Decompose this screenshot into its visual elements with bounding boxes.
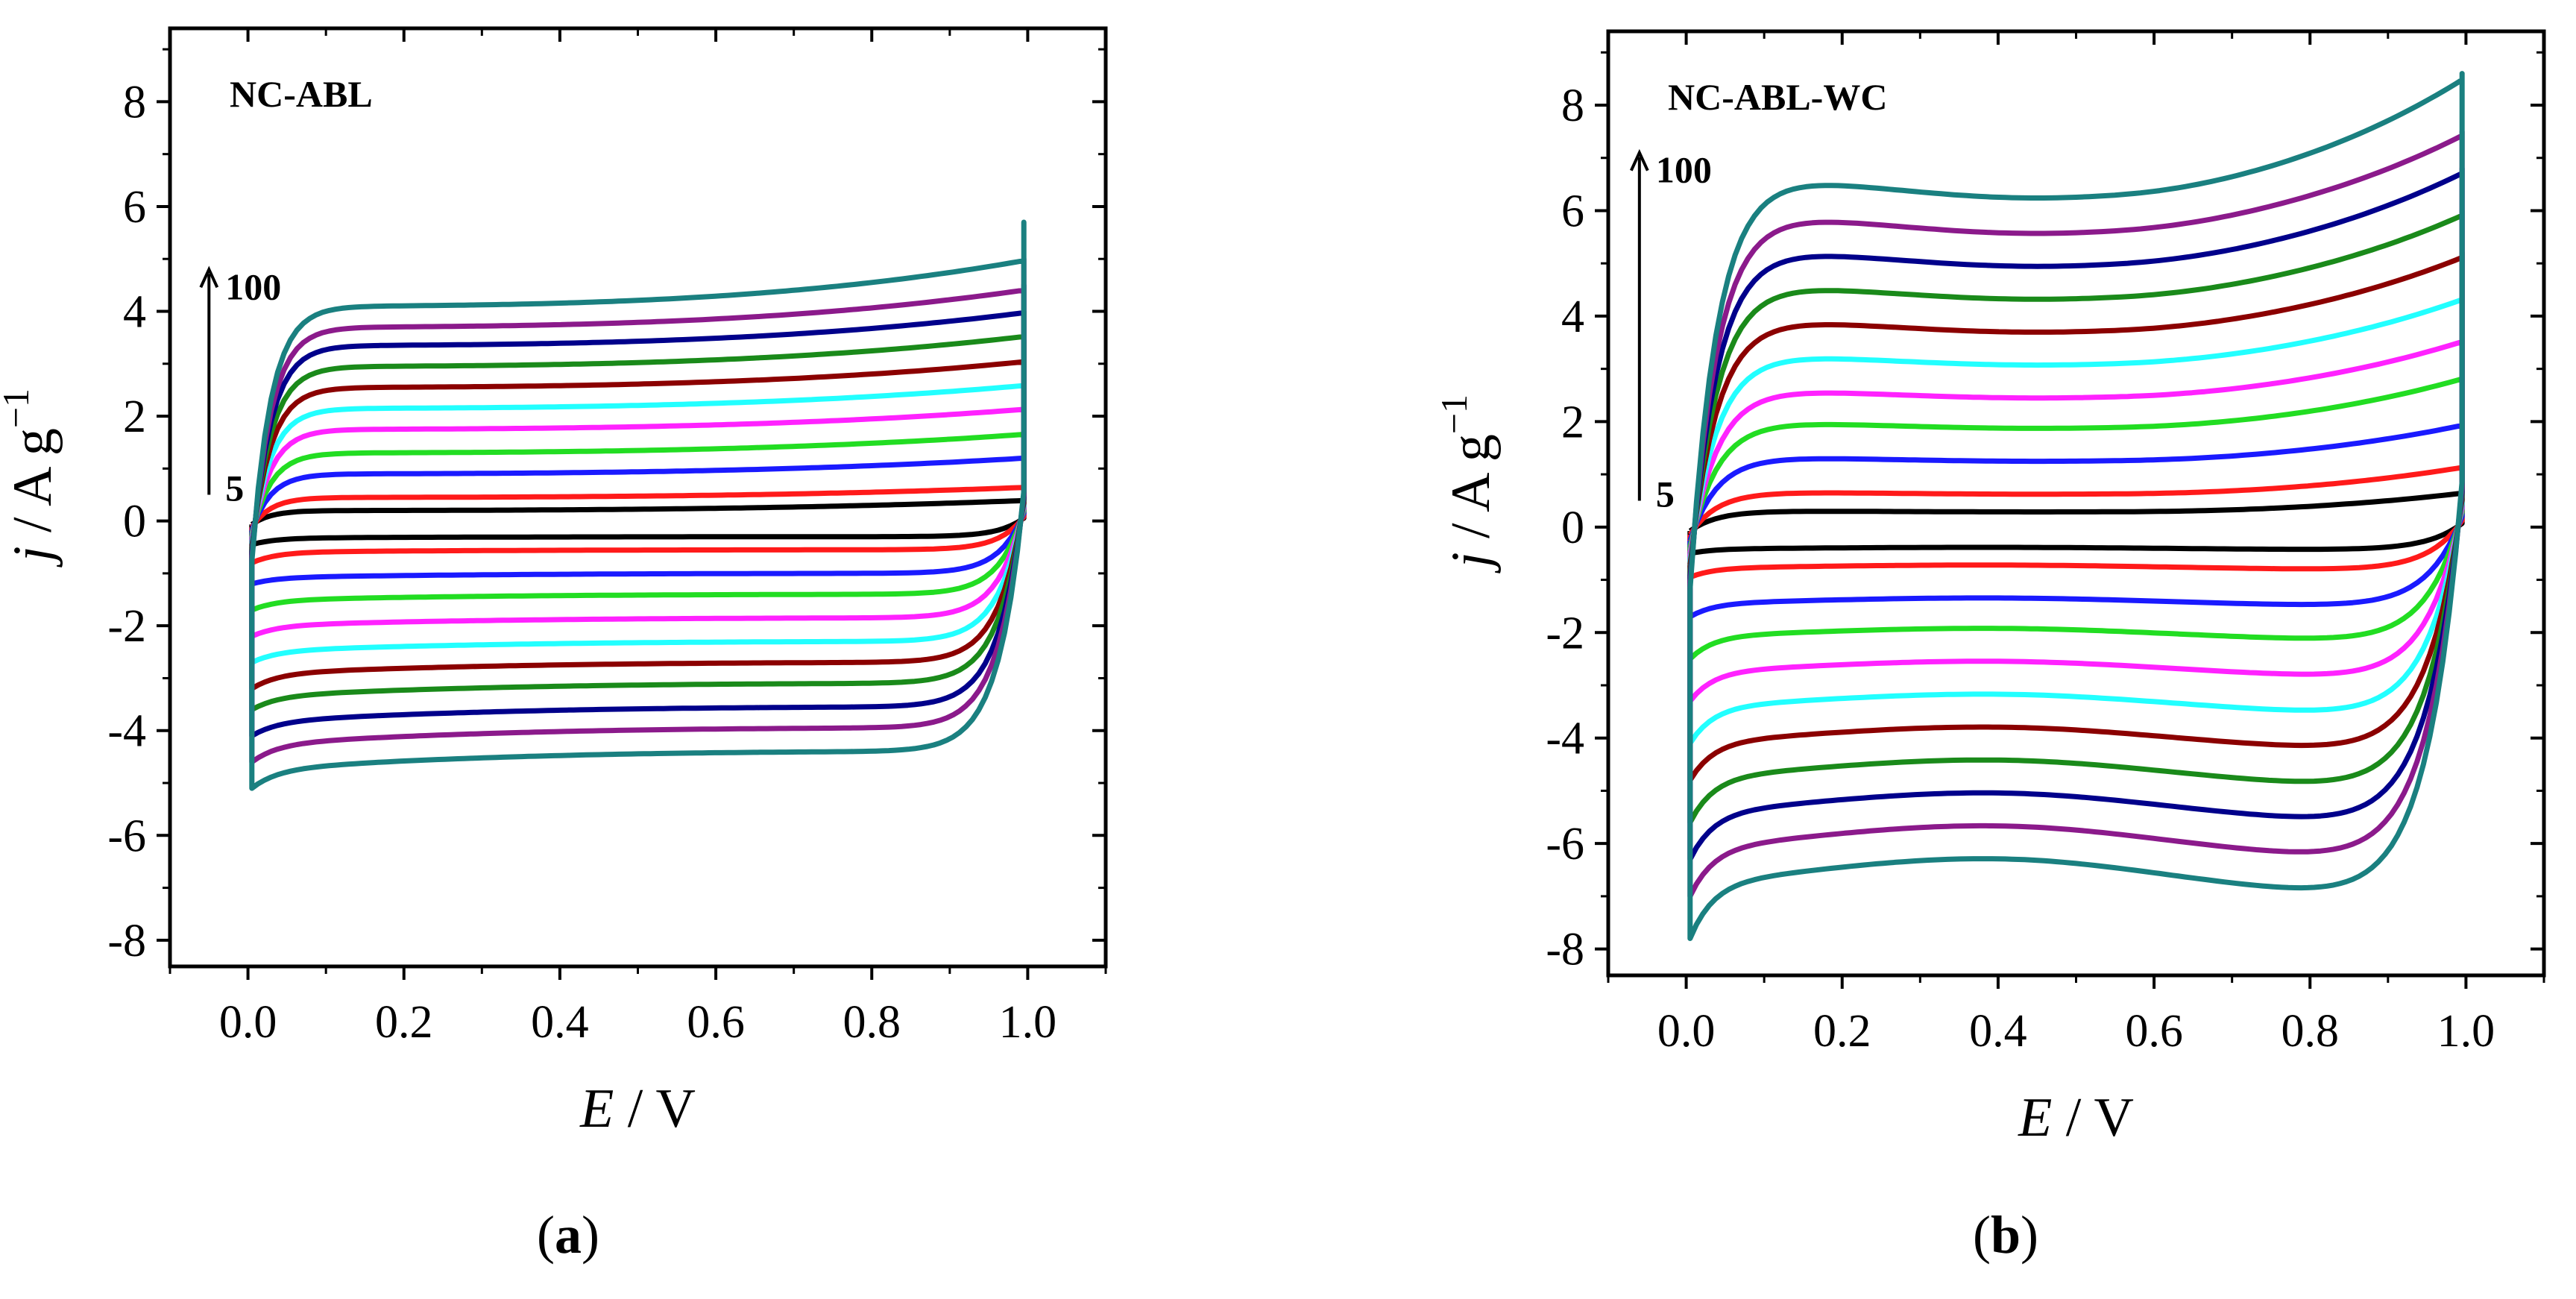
cv-curve-50 [1687, 292, 2465, 746]
x-tick-label: 1.0 [999, 997, 1057, 1048]
y-axis-label: j / A g−1 [1433, 394, 1502, 573]
x-tick-label: 0.0 [219, 997, 277, 1048]
x-tick-label: 0.6 [687, 997, 745, 1048]
cv-curve-20 [1687, 418, 2465, 620]
cv-curve-5 [1687, 487, 2465, 556]
y-tick-label: 4 [123, 287, 146, 338]
x-tick-label: 0.4 [1969, 1006, 2027, 1057]
x-tick-label: 1.0 [2437, 1006, 2495, 1057]
x-tick-label: 0.4 [531, 997, 589, 1048]
y-axis-label: j / A g−1 [0, 389, 63, 567]
y-axis-label-exponent: −1 [0, 389, 37, 428]
cv-curve-40 [1687, 334, 2465, 704]
cv-curve-30 [249, 416, 1027, 613]
cv-curve-20 [249, 442, 1027, 587]
y-tick-label: 4 [1561, 292, 1584, 342]
x-tick-label: 0.2 [375, 997, 433, 1048]
y-tick-label: -8 [1546, 925, 1584, 975]
x-tick-label: 0.8 [2281, 1006, 2340, 1057]
x-axis-label-symbol: E [579, 1078, 614, 1139]
panel-b: 0.0 0.2 0.4 0.6 0.8 1.0 -8 -6 -4 -2 0 2 4 6 8 E / V j / … [1433, 29, 2546, 1148]
sample-label: NC-ABL-WC [1668, 76, 1887, 118]
y-tick-label: -2 [1546, 608, 1584, 658]
x-axis-label: E / V [2018, 1087, 2134, 1148]
y-tick-label: 2 [1561, 397, 1584, 447]
x-tick-label: 0.0 [1657, 1006, 1716, 1057]
panel-a-caption: (a) [537, 1205, 599, 1265]
arrow-high-label: 100 [1656, 149, 1712, 191]
cv-curve-10 [249, 476, 1027, 566]
x-axis-label-unit: / V [2052, 1087, 2134, 1148]
panel-a: 0.0 0.2 0.4 0.6 0.8 1.0 -8 -6 -4 -2 0 2 4 6 8 E / V j / … [0, 26, 1108, 1139]
y-tick-label: 6 [123, 182, 146, 233]
y-tick-label: -6 [107, 811, 146, 861]
y-tick-label: -4 [107, 706, 146, 757]
y-axis-label-unit: / A g [1440, 434, 1502, 552]
x-tick-label: 0.2 [1813, 1006, 1871, 1057]
y-tick-label: 0 [123, 497, 146, 547]
y-tick-label: 8 [123, 77, 146, 128]
y-axis-label-symbol: j [2, 546, 63, 567]
y-tick-label: -4 [1546, 714, 1584, 764]
y-axis-label-exponent: −1 [1433, 394, 1475, 434]
x-axis-label-symbol: E [2018, 1087, 2052, 1148]
x-tick-label: 0.6 [2125, 1006, 2183, 1057]
arrow-high-label: 100 [225, 265, 281, 307]
arrow-low-label: 5 [1656, 473, 1675, 515]
y-tick-label: 6 [1561, 186, 1584, 236]
plot-frame [1606, 29, 2546, 978]
sample-label: NC-ABL [230, 73, 373, 115]
x-axis-label-unit: / V [614, 1078, 696, 1139]
x-tick-label: 0.8 [843, 997, 901, 1048]
cv-curve-100 [1687, 71, 2465, 941]
cv-curve-5 [249, 489, 1027, 547]
y-tick-label: -6 [1546, 819, 1584, 869]
y-tick-label: -8 [107, 916, 146, 966]
arrow-low-label: 5 [225, 467, 244, 509]
panel-b-caption: (b) [1972, 1205, 2038, 1265]
cv-curve-10 [1687, 461, 2465, 580]
y-tick-label: 8 [1561, 81, 1584, 131]
scan-rate-arrowhead [199, 265, 219, 289]
y-axis-label-symbol: j [1440, 552, 1502, 573]
cv-curve-100 [249, 219, 1027, 791]
cv-curve-30 [1687, 371, 2465, 662]
x-axis-label: E / V [579, 1078, 696, 1139]
y-tick-label: -2 [107, 601, 146, 652]
y-tick-label: 2 [123, 391, 146, 442]
y-tick-label: 0 [1561, 503, 1584, 553]
y-axis-label-unit: / A g [2, 428, 63, 546]
scan-rate-arrowhead [1630, 148, 1649, 172]
